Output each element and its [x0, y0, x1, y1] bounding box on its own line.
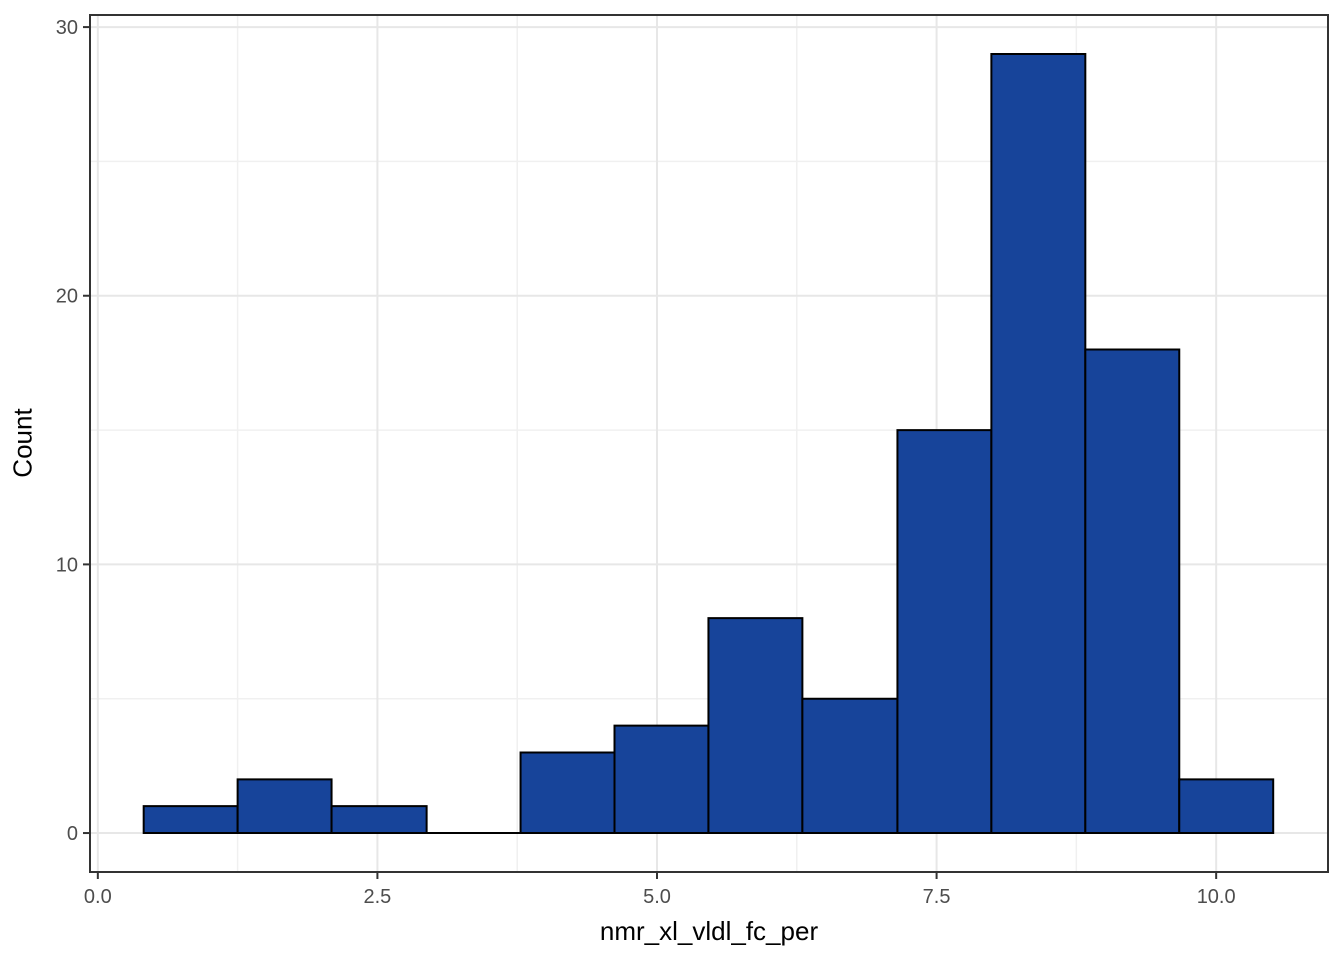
x-tick-label: 7.5 [923, 886, 951, 908]
histogram-bar [236, 778, 333, 835]
x-tick-label: 5.0 [643, 886, 671, 908]
y-tick-label: 0 [67, 823, 78, 845]
histogram-bar [1178, 778, 1275, 835]
histogram-bar [330, 805, 428, 835]
histogram-bar [801, 697, 899, 835]
histogram-bar [990, 52, 1087, 835]
histogram-bar [519, 751, 616, 835]
y-axis-title: Count [7, 408, 38, 478]
x-tick-label: 2.5 [364, 886, 392, 908]
x-tick-label: 0.0 [84, 886, 112, 908]
y-tick-label: 30 [56, 17, 78, 39]
histogram-bar [896, 429, 993, 835]
y-tick-label: 10 [56, 554, 78, 576]
histogram-bar [1084, 348, 1181, 835]
histogram-bar [613, 724, 710, 835]
x-tick-label: 10.0 [1197, 886, 1236, 908]
panel-border [89, 14, 1329, 873]
x-axis-title: nmr_xl_vldl_fc_per [599, 916, 819, 946]
histogram-bar [707, 617, 804, 835]
histogram-bar [142, 805, 239, 835]
y-tick-label: 20 [56, 286, 78, 308]
